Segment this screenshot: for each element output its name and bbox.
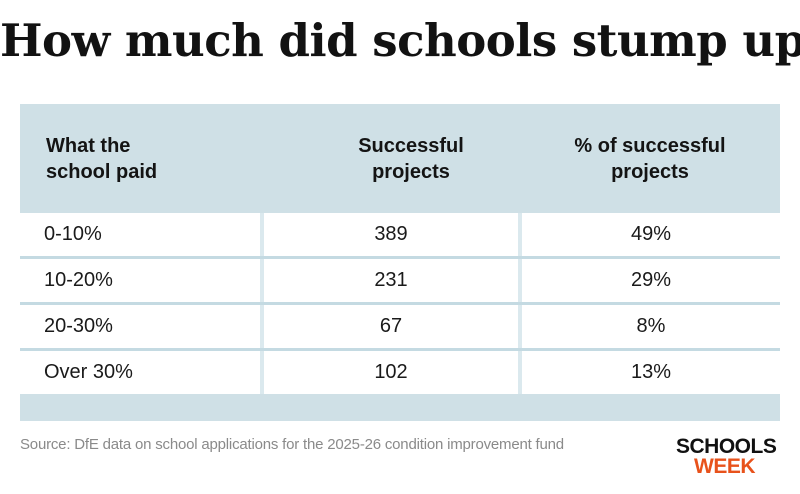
table-cell-projects: 67	[379, 315, 403, 337]
logo-wordmark-week: WEEK	[694, 455, 756, 478]
table-cell-projects: 102	[374, 361, 408, 383]
data-table: What the school paid Successful projects…	[20, 104, 780, 421]
table-cell-band: Over 30%	[44, 361, 133, 383]
table-cell-band: 20-30%	[44, 315, 113, 337]
schools-week-logo: SCHOOLS WEEK	[676, 436, 786, 486]
column-header-line: projects	[611, 160, 689, 183]
source-note: Source: DfE data on school applications …	[20, 436, 564, 453]
table-cell-percent: 29%	[630, 269, 672, 291]
table-header-row: What the school paid Successful projects…	[20, 104, 780, 213]
column-divider	[260, 259, 264, 302]
table-row: 20-30% 67 8%	[20, 305, 780, 351]
column-header-line: Successful	[358, 134, 464, 157]
column-divider	[260, 213, 264, 256]
logo-wordmark-schools: SCHOOLS	[676, 435, 777, 458]
table-row: 10-20% 231 29%	[20, 259, 780, 305]
column-header-line: % of successful	[574, 134, 726, 157]
table-cell-percent: 8%	[636, 315, 666, 337]
column-header-line: school paid	[46, 160, 158, 183]
table-cell-projects: 389	[374, 223, 408, 245]
table-cell-band: 0-10%	[44, 223, 102, 245]
table-cell-percent: 13%	[630, 361, 672, 383]
table-row: 0-10% 389 49%	[20, 213, 780, 259]
column-divider	[260, 351, 264, 394]
column-header-line: What the	[46, 134, 131, 157]
table-cell-band: 10-20%	[44, 269, 113, 291]
column-header-line: projects	[372, 160, 450, 183]
column-divider	[518, 305, 522, 348]
column-header-percent-successful: % of successful projects	[520, 104, 780, 213]
column-header-successful-projects: Successful projects	[282, 104, 540, 213]
column-divider	[518, 351, 522, 394]
column-divider	[260, 305, 264, 348]
column-header-what-school-paid: What the school paid	[46, 104, 266, 213]
chart-title: How much did schools stump up?	[0, 14, 800, 67]
column-divider	[518, 213, 522, 256]
table-cell-projects: 231	[374, 269, 408, 291]
table-body: 0-10% 389 49% 10-20% 231 29% 20-30% 67 8…	[20, 213, 780, 394]
column-divider	[518, 259, 522, 302]
table-cell-percent: 49%	[630, 223, 672, 245]
table-row: Over 30% 102 13%	[20, 351, 780, 394]
